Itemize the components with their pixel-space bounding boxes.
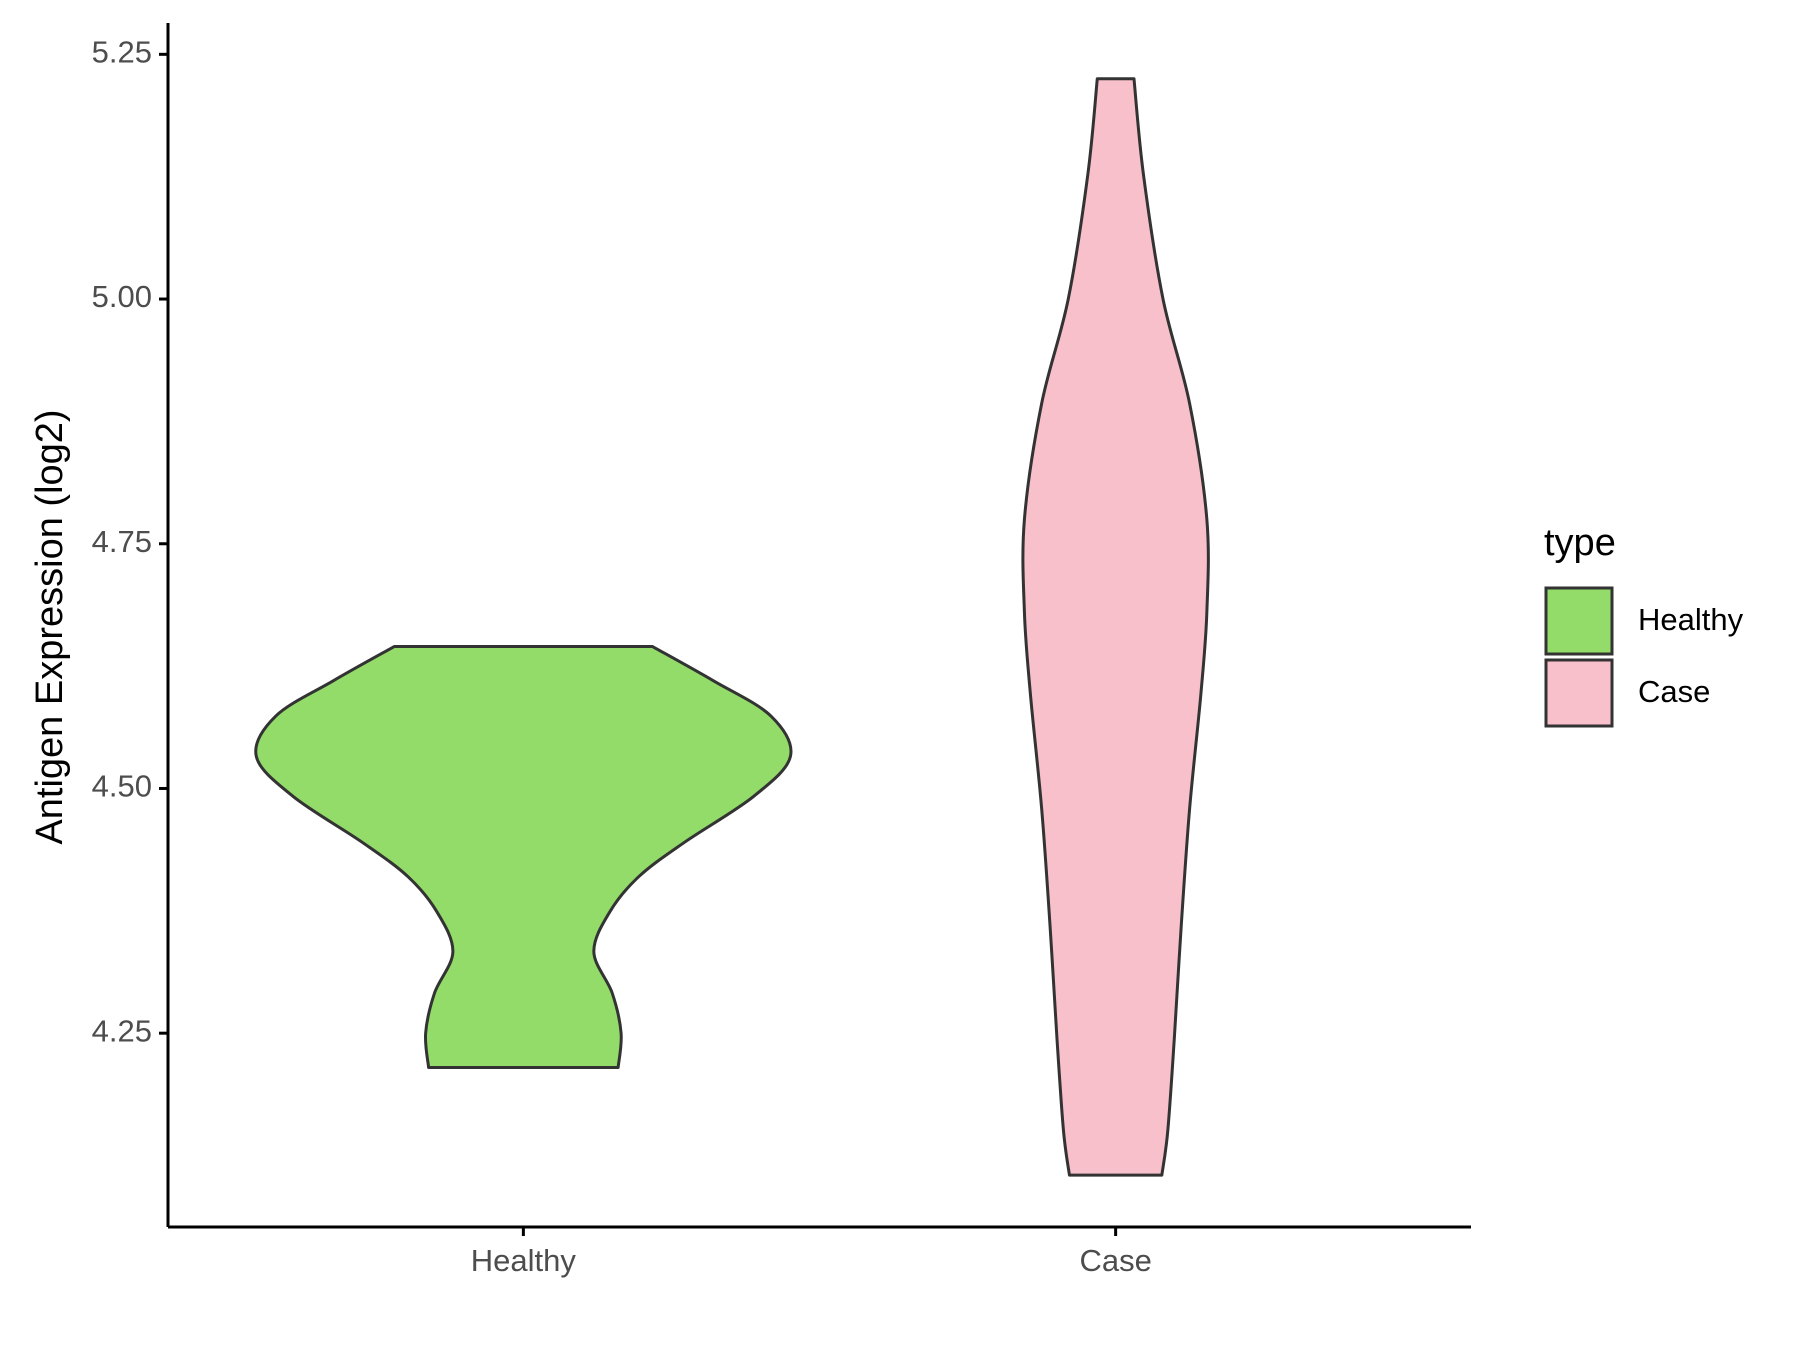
y-tick-label: 5.25 xyxy=(92,35,152,70)
y-tick-label: 5.00 xyxy=(92,279,152,314)
violin xyxy=(1021,77,1210,1177)
legend-key xyxy=(1544,658,1614,728)
x-tick-label: Healthy xyxy=(471,1243,577,1278)
y-tick-label: 4.25 xyxy=(92,1013,152,1048)
legend-label: Healthy xyxy=(1638,602,1744,637)
legend-title: type xyxy=(1544,522,1616,564)
legend-label: Case xyxy=(1638,674,1710,709)
x-tick-label: Case xyxy=(1079,1243,1151,1278)
y-tick-label: 4.50 xyxy=(92,769,152,804)
legend-key xyxy=(1544,586,1614,656)
violin xyxy=(254,645,793,1069)
y-axis-title: Antigen Expression (log2) xyxy=(29,409,71,844)
y-tick-label: 4.75 xyxy=(92,524,152,559)
